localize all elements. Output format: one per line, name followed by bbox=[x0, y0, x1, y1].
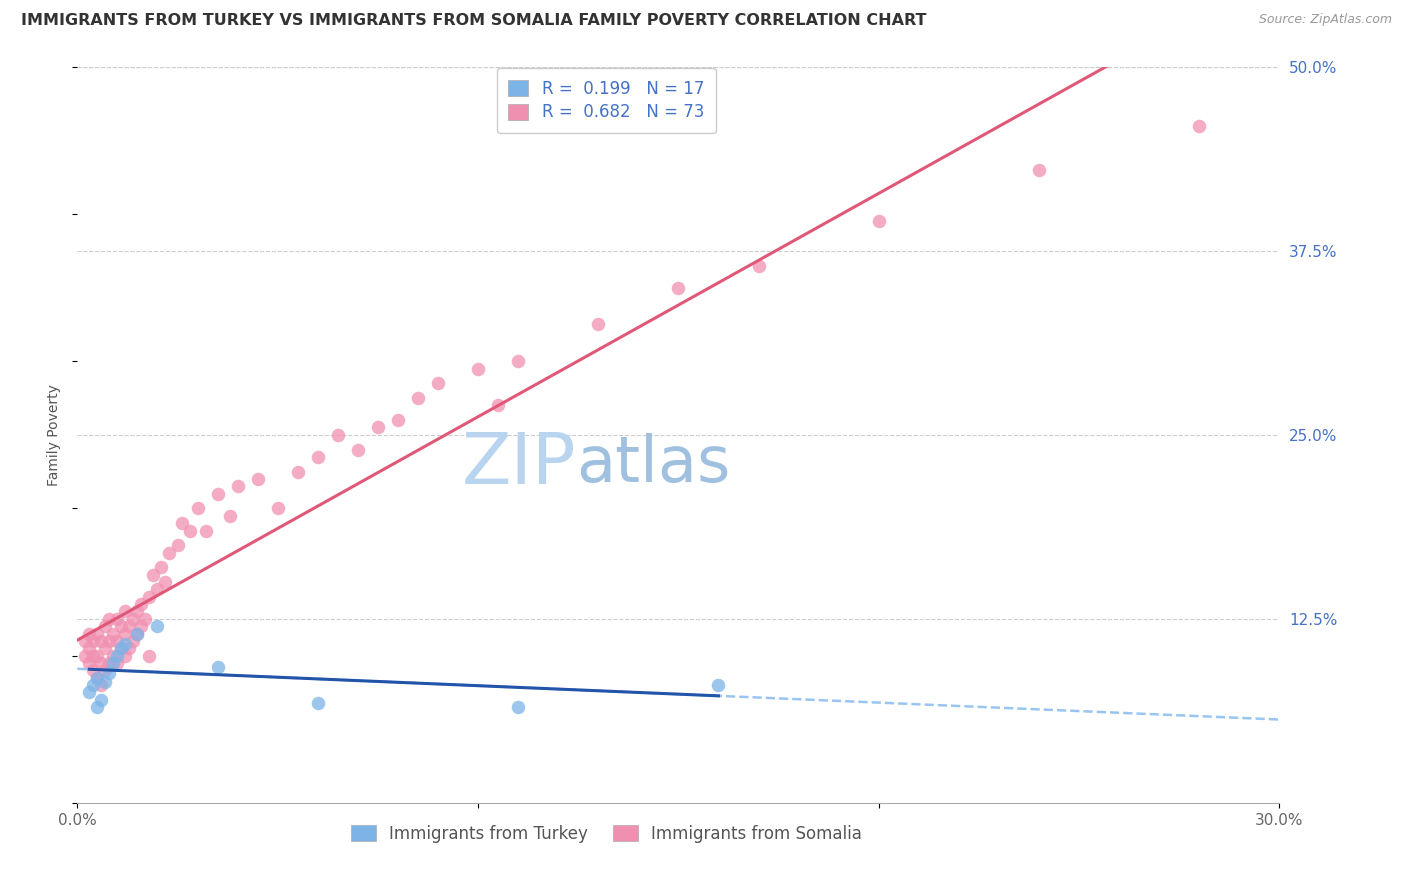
Point bbox=[82, 648, 104, 663]
Point bbox=[427, 376, 450, 391]
Text: atlas: atlas bbox=[576, 434, 731, 495]
Point bbox=[467, 361, 489, 376]
Point bbox=[486, 398, 509, 412]
Point bbox=[508, 700, 530, 714]
Point bbox=[82, 633, 104, 648]
Point bbox=[82, 664, 104, 678]
Point bbox=[75, 648, 97, 663]
Legend: Immigrants from Turkey, Immigrants from Somalia: Immigrants from Turkey, Immigrants from … bbox=[344, 818, 869, 850]
Text: Source: ZipAtlas.com: Source: ZipAtlas.com bbox=[1258, 13, 1392, 27]
Y-axis label: Family Poverty: Family Poverty bbox=[48, 384, 62, 486]
Point bbox=[166, 538, 188, 552]
Point bbox=[131, 619, 153, 633]
Point bbox=[159, 545, 181, 560]
Point bbox=[307, 450, 329, 464]
Point bbox=[246, 472, 269, 486]
Point bbox=[868, 214, 890, 228]
Point bbox=[86, 626, 108, 640]
Point bbox=[186, 501, 209, 516]
Point bbox=[90, 656, 112, 670]
Point bbox=[347, 442, 370, 457]
Point bbox=[326, 427, 349, 442]
Point bbox=[98, 612, 121, 626]
Text: IMMIGRANTS FROM TURKEY VS IMMIGRANTS FROM SOMALIA FAMILY POVERTY CORRELATION CHA: IMMIGRANTS FROM TURKEY VS IMMIGRANTS FRO… bbox=[21, 13, 927, 29]
Point bbox=[122, 612, 145, 626]
Point bbox=[179, 524, 201, 538]
Point bbox=[150, 560, 173, 574]
Point bbox=[79, 626, 101, 640]
Point bbox=[86, 671, 108, 685]
Point bbox=[86, 700, 108, 714]
Point bbox=[1188, 119, 1211, 133]
Point bbox=[94, 641, 117, 656]
Point bbox=[226, 479, 249, 493]
Point bbox=[103, 648, 125, 663]
Point bbox=[118, 619, 141, 633]
Point bbox=[75, 633, 97, 648]
Point bbox=[118, 641, 141, 656]
Point bbox=[94, 664, 117, 678]
Point bbox=[107, 612, 129, 626]
Point bbox=[142, 567, 165, 582]
Point bbox=[86, 648, 108, 663]
Point bbox=[114, 637, 136, 651]
Point bbox=[107, 648, 129, 663]
Point bbox=[110, 619, 132, 633]
Point bbox=[748, 259, 770, 273]
Point bbox=[103, 626, 125, 640]
Point bbox=[406, 391, 429, 405]
Point bbox=[218, 508, 240, 523]
Point bbox=[134, 612, 156, 626]
Point bbox=[367, 420, 389, 434]
Point bbox=[90, 633, 112, 648]
Point bbox=[122, 633, 145, 648]
Point bbox=[207, 487, 229, 501]
Point bbox=[114, 626, 136, 640]
Point bbox=[107, 656, 129, 670]
Point bbox=[267, 501, 290, 516]
Text: ZIP: ZIP bbox=[461, 430, 576, 499]
Point bbox=[131, 597, 153, 611]
Point bbox=[127, 626, 149, 640]
Point bbox=[114, 605, 136, 619]
Point bbox=[103, 656, 125, 670]
Point bbox=[155, 575, 177, 590]
Point bbox=[588, 318, 610, 332]
Point bbox=[98, 633, 121, 648]
Point bbox=[110, 641, 132, 656]
Point bbox=[1028, 163, 1050, 178]
Point bbox=[98, 666, 121, 681]
Point bbox=[94, 675, 117, 690]
Point bbox=[86, 671, 108, 685]
Point bbox=[207, 660, 229, 674]
Point bbox=[127, 605, 149, 619]
Point bbox=[98, 656, 121, 670]
Point bbox=[194, 524, 217, 538]
Point bbox=[114, 648, 136, 663]
Point bbox=[287, 465, 309, 479]
Point bbox=[79, 641, 101, 656]
Point bbox=[107, 633, 129, 648]
Point bbox=[110, 641, 132, 656]
Point bbox=[707, 678, 730, 692]
Point bbox=[79, 685, 101, 699]
Point bbox=[138, 648, 160, 663]
Point bbox=[170, 516, 193, 530]
Point bbox=[127, 626, 149, 640]
Point bbox=[668, 281, 690, 295]
Point bbox=[90, 692, 112, 706]
Point bbox=[508, 354, 530, 368]
Point bbox=[307, 696, 329, 710]
Point bbox=[79, 656, 101, 670]
Point bbox=[94, 619, 117, 633]
Point bbox=[146, 619, 169, 633]
Point bbox=[82, 678, 104, 692]
Point bbox=[387, 413, 409, 427]
Point bbox=[146, 582, 169, 597]
Point bbox=[90, 678, 112, 692]
Point bbox=[138, 590, 160, 604]
